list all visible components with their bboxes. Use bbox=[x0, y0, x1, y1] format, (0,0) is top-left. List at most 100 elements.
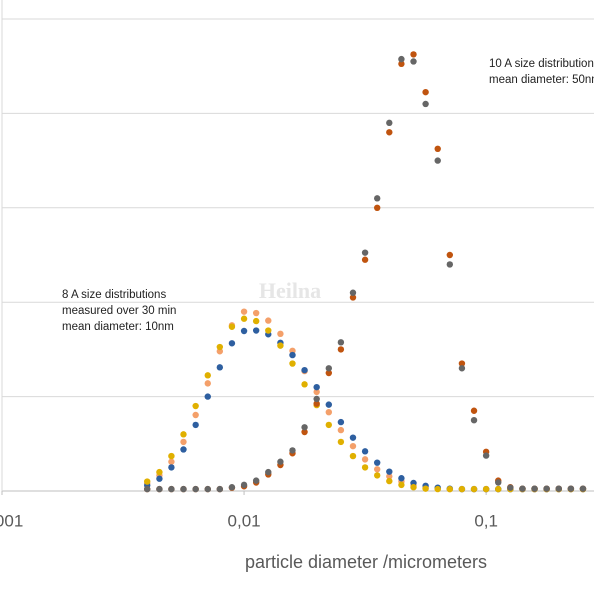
data-point bbox=[192, 421, 199, 429]
data-point bbox=[180, 438, 187, 446]
data-point bbox=[240, 481, 248, 489]
data-point bbox=[277, 342, 284, 349]
data-point bbox=[410, 51, 417, 58]
data-point bbox=[386, 129, 393, 136]
data-point bbox=[228, 340, 236, 347]
data-point bbox=[204, 380, 211, 387]
x-tick-label: 0,01 bbox=[228, 511, 261, 530]
data-point bbox=[361, 249, 369, 256]
data-point bbox=[265, 327, 272, 334]
data-point bbox=[301, 428, 308, 436]
annotation: measured over 30 min bbox=[62, 305, 176, 317]
data-point bbox=[555, 485, 562, 492]
data-point bbox=[470, 485, 478, 493]
data-point bbox=[349, 434, 357, 441]
data-point bbox=[482, 485, 490, 493]
data-point bbox=[507, 484, 514, 491]
data-point bbox=[458, 360, 466, 367]
data-point bbox=[422, 485, 429, 492]
data-point bbox=[240, 315, 248, 322]
data-point bbox=[313, 388, 320, 396]
data-point bbox=[373, 466, 381, 473]
data-point bbox=[216, 364, 224, 371]
data-point bbox=[361, 448, 369, 455]
data-point bbox=[216, 485, 224, 493]
data-point bbox=[168, 485, 175, 493]
data-point bbox=[458, 485, 466, 493]
data-point bbox=[422, 88, 429, 96]
data-point bbox=[470, 407, 478, 414]
data-point bbox=[325, 408, 333, 416]
data-point bbox=[373, 459, 381, 466]
data-point bbox=[325, 369, 333, 377]
data-point bbox=[398, 55, 405, 63]
data-point bbox=[277, 458, 284, 465]
data-point bbox=[156, 475, 163, 482]
data-point bbox=[482, 452, 490, 459]
data-point bbox=[337, 426, 345, 434]
data-point bbox=[204, 393, 211, 400]
data-point bbox=[434, 145, 441, 152]
data-point bbox=[252, 477, 260, 484]
data-point bbox=[446, 251, 454, 259]
data-point bbox=[446, 485, 454, 493]
data-point bbox=[252, 327, 260, 334]
data-point bbox=[180, 446, 187, 453]
data-point bbox=[349, 289, 357, 296]
data-point bbox=[204, 372, 211, 379]
data-point bbox=[446, 261, 454, 268]
data-point bbox=[313, 400, 320, 407]
data-point bbox=[289, 360, 296, 367]
data-point bbox=[252, 309, 260, 317]
data-point bbox=[192, 411, 199, 419]
data-point bbox=[579, 485, 587, 492]
data-point bbox=[386, 473, 393, 480]
data-point bbox=[168, 452, 175, 460]
data-point bbox=[228, 484, 236, 491]
data-point bbox=[361, 456, 369, 463]
data-point bbox=[373, 195, 381, 202]
data-point bbox=[349, 442, 357, 450]
data-point bbox=[168, 464, 175, 471]
data-point bbox=[495, 479, 502, 486]
data-point bbox=[361, 256, 369, 263]
data-point bbox=[216, 343, 224, 351]
data-point bbox=[470, 417, 478, 424]
data-point bbox=[398, 60, 405, 68]
data-point bbox=[313, 383, 320, 391]
data-point bbox=[180, 431, 187, 438]
data-point bbox=[495, 485, 502, 493]
x-tick-label: 0,1 bbox=[474, 511, 498, 530]
data-point bbox=[265, 468, 272, 476]
data-point bbox=[398, 475, 405, 482]
data-point bbox=[386, 468, 393, 475]
data-point bbox=[325, 421, 333, 429]
data-point bbox=[180, 485, 187, 493]
data-point bbox=[337, 339, 345, 346]
annotation: 10 A size distributions bbox=[489, 58, 594, 70]
data-point bbox=[313, 395, 320, 403]
data-point bbox=[144, 478, 151, 485]
data-point bbox=[422, 100, 429, 108]
data-point bbox=[531, 485, 538, 492]
data-point bbox=[434, 485, 441, 493]
annotation: mean diameter: 50nm bbox=[489, 74, 594, 86]
data-point bbox=[386, 477, 393, 485]
data-point bbox=[228, 323, 236, 330]
data-point bbox=[156, 485, 163, 493]
data-point bbox=[168, 458, 175, 465]
data-point bbox=[301, 366, 308, 374]
data-point bbox=[144, 485, 151, 493]
data-point bbox=[301, 381, 308, 388]
data-point bbox=[349, 294, 357, 301]
data-point bbox=[386, 119, 393, 127]
data-point bbox=[337, 346, 345, 353]
data-point bbox=[410, 58, 417, 65]
data-point bbox=[434, 157, 441, 164]
data-point bbox=[289, 447, 296, 454]
data-point bbox=[240, 327, 248, 335]
data-point bbox=[361, 464, 369, 471]
x-tick-label: 0,001 bbox=[0, 511, 23, 530]
data-point bbox=[192, 485, 199, 493]
